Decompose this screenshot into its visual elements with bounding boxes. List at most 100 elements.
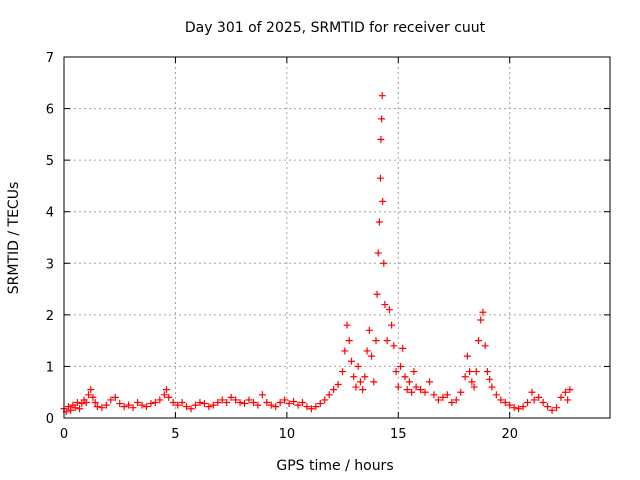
data-point-marker bbox=[316, 400, 324, 408]
y-tick-label: 4 bbox=[46, 206, 54, 221]
data-point-marker bbox=[294, 401, 302, 409]
x-tick-label: 5 bbox=[171, 427, 179, 442]
data-point-marker bbox=[488, 383, 496, 391]
data-point-marker bbox=[307, 405, 315, 413]
y-tick-label: 6 bbox=[46, 103, 54, 118]
x-axis-label: GPS time / hours bbox=[276, 458, 393, 474]
data-point-marker bbox=[236, 399, 244, 407]
data-point-marker bbox=[378, 92, 386, 100]
data-point-marker bbox=[303, 403, 311, 411]
data-point-marker bbox=[125, 401, 133, 409]
data-point-marker bbox=[82, 399, 90, 407]
data-point-marker bbox=[385, 306, 393, 314]
data-point-marker bbox=[218, 396, 226, 404]
data-point-marker bbox=[281, 396, 289, 404]
data-point-marker bbox=[477, 316, 485, 324]
data-point-marker bbox=[379, 197, 387, 205]
data-point-marker bbox=[76, 405, 84, 413]
data-point-marker bbox=[403, 386, 411, 394]
data-point-marker bbox=[111, 393, 119, 401]
data-point-marker bbox=[258, 391, 266, 399]
data-point-marker bbox=[191, 401, 199, 409]
data-point-marker bbox=[263, 399, 271, 407]
data-point-marker bbox=[470, 383, 478, 391]
data-point-marker bbox=[312, 403, 320, 411]
x-tick-label: 15 bbox=[390, 427, 407, 442]
data-point-marker bbox=[163, 386, 171, 394]
x-tick-label: 10 bbox=[279, 427, 296, 442]
data-point-marker bbox=[515, 405, 523, 413]
data-point-marker bbox=[232, 396, 240, 404]
data-point-marker bbox=[370, 378, 378, 386]
data-point-marker bbox=[528, 388, 536, 396]
data-point-marker bbox=[375, 218, 383, 226]
data-point-marker bbox=[350, 373, 358, 381]
data-point-marker bbox=[561, 388, 569, 396]
data-point-marker bbox=[120, 403, 128, 411]
data-point-marker bbox=[205, 403, 213, 411]
data-point-marker bbox=[151, 399, 159, 407]
data-point-marker bbox=[363, 347, 371, 355]
data-point-marker bbox=[378, 115, 386, 123]
data-point-marker bbox=[227, 393, 235, 401]
data-point-marker bbox=[347, 357, 355, 365]
data-point-marker bbox=[466, 368, 474, 376]
data-point-marker bbox=[345, 337, 353, 345]
data-point-marker bbox=[439, 393, 447, 401]
data-point-marker bbox=[365, 326, 373, 334]
data-point-marker bbox=[359, 386, 367, 394]
data-point-marker bbox=[102, 401, 110, 409]
data-point-marker bbox=[548, 406, 556, 414]
data-point-marker bbox=[479, 308, 487, 316]
data-point-marker bbox=[321, 396, 329, 404]
data-point-marker bbox=[352, 383, 360, 391]
data-point-marker bbox=[497, 396, 505, 404]
data-point-marker bbox=[178, 399, 186, 407]
data-point-marker bbox=[116, 400, 124, 408]
data-point-marker bbox=[334, 380, 342, 388]
data-point-marker bbox=[89, 393, 97, 401]
data-point-marker bbox=[392, 368, 400, 376]
data-point-marker bbox=[463, 352, 471, 360]
data-point-marker bbox=[71, 404, 79, 412]
data-point-marker bbox=[78, 400, 86, 408]
data-point-marker bbox=[394, 383, 402, 391]
data-point-marker bbox=[241, 400, 249, 408]
data-point-marker bbox=[285, 400, 293, 408]
data-point-marker bbox=[267, 401, 275, 409]
y-tick-label: 3 bbox=[46, 257, 54, 272]
data-point-marker bbox=[376, 174, 384, 182]
data-point-marker bbox=[169, 399, 177, 407]
data-point-marker bbox=[372, 337, 380, 345]
data-point-marker bbox=[421, 388, 429, 396]
data-point-marker bbox=[405, 378, 413, 386]
data-point-marker bbox=[390, 342, 398, 350]
data-point-marker bbox=[506, 401, 514, 409]
data-point-marker bbox=[272, 403, 280, 411]
data-point-marker bbox=[457, 388, 465, 396]
data-point-marker bbox=[67, 406, 75, 414]
data-point-marker bbox=[492, 391, 500, 399]
y-tick-label: 5 bbox=[46, 154, 54, 169]
data-point-marker bbox=[196, 399, 204, 407]
data-point-marker bbox=[87, 386, 95, 394]
data-point-marker bbox=[249, 399, 257, 407]
data-point-marker bbox=[553, 404, 561, 412]
data-point-marker bbox=[443, 391, 451, 399]
data-point-marker bbox=[361, 373, 369, 381]
y-tick-label: 7 bbox=[46, 51, 54, 66]
data-point-marker bbox=[223, 399, 231, 407]
data-point-marker bbox=[290, 397, 298, 405]
grid-layer bbox=[64, 57, 610, 418]
data-point-marker bbox=[93, 403, 101, 411]
data-point-marker bbox=[142, 403, 150, 411]
data-point-marker bbox=[276, 399, 284, 407]
data-point-marker bbox=[408, 388, 416, 396]
data-point-marker bbox=[298, 399, 306, 407]
data-point-marker bbox=[107, 396, 115, 404]
data-point-marker bbox=[377, 136, 385, 144]
data-point-marker bbox=[468, 378, 476, 386]
data-point-marker bbox=[160, 391, 168, 399]
